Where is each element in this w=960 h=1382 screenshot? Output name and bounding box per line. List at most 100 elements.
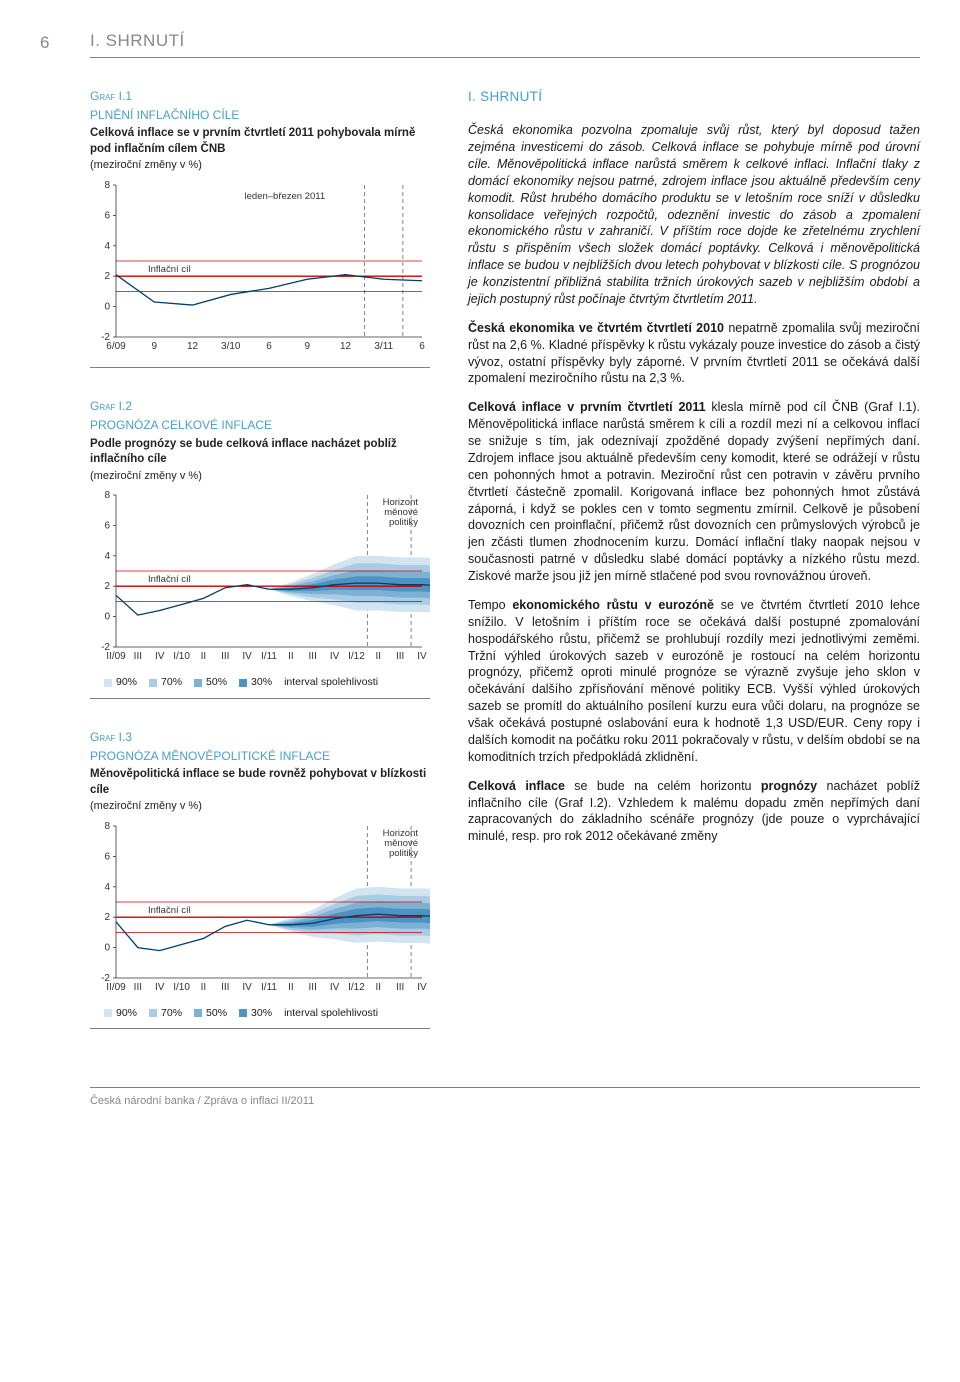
chart-2-sub2: (meziroční změny v %) [90,469,430,484]
page-number: 6 [40,32,49,55]
svg-text:III: III [396,651,404,662]
svg-text:II: II [288,982,294,993]
svg-text:4: 4 [104,551,110,562]
chart-1-label: Graf I.1 [90,88,430,104]
svg-text:Inflační cíl: Inflační cíl [148,905,191,916]
svg-text:6/09: 6/09 [106,341,126,352]
chart-3-label: Graf I.3 [90,729,430,745]
svg-text:I/12: I/12 [348,651,365,662]
legend-swatch [194,1009,202,1017]
legend-swatch [194,679,202,687]
legend-label: 90% [116,675,137,689]
svg-text:4: 4 [104,882,110,893]
legend-item: 90% [104,675,137,689]
svg-text:3/10: 3/10 [221,341,241,352]
para-1: Česká ekonomika pozvolna zpomaluje svůj … [468,122,920,308]
legend-tail: interval spolehlivosti [284,1006,378,1020]
chart-3-sub: Měnověpolitická inflace se bude rovněž p… [90,767,430,798]
svg-text:8: 8 [104,490,110,501]
chart-3-block: Graf I.3 PROGNÓZA MĚNOVĚPOLITICKÉ INFLAC… [90,729,430,1029]
left-column: Graf I.1 PLNĚNÍ INFLAČNÍHO CÍLE Celková … [90,88,430,1059]
svg-text:4: 4 [104,241,110,252]
right-column: I. SHRNUTÍ Česká ekonomika pozvolna zpom… [468,88,920,1059]
svg-text:politiky: politiky [389,517,418,528]
chart-3-sub2: (meziroční změny v %) [90,799,430,814]
svg-text:0: 0 [104,612,110,623]
svg-text:0: 0 [104,302,110,313]
svg-text:II: II [288,651,294,662]
legend-item: 50% [194,1006,227,1020]
svg-text:II/09: II/09 [106,982,126,993]
chart-1-title: PLNĚNÍ INFLAČNÍHO CÍLE [90,107,430,123]
para-4: Tempo ekonomického růstu v eurozóně se v… [468,597,920,766]
legend-label: 30% [251,675,272,689]
svg-text:I/12: I/12 [348,982,365,993]
para-2: Česká ekonomika ve čtvrtém čtvrtletí 201… [468,320,920,388]
chart-3-legend: 90% 70% 50% 30% interval spolehlivosti [90,1006,430,1020]
svg-text:12: 12 [340,341,352,352]
svg-text:9: 9 [304,341,310,352]
svg-text:IV: IV [155,982,165,993]
svg-text:IV: IV [242,982,252,993]
para-5: Celková inflace se bude na celém horizon… [468,778,920,846]
chart-2-svg: -202468II/09IIIIVI/10IIIIIIVI/11IIIIIIVI… [90,489,430,669]
svg-text:III: III [221,651,229,662]
chart-2-sub: Podle prognózy se bude celková inflace n… [90,437,430,468]
legend-label: 30% [251,1006,272,1020]
chart-1-svg: -2024686/099123/1069123/116Inflační cíll… [90,179,430,359]
legend-swatch [149,679,157,687]
svg-text:I/10: I/10 [173,982,190,993]
legend-tail: interval spolehlivosti [284,675,378,689]
svg-text:II/09: II/09 [106,651,126,662]
svg-text:8: 8 [104,821,110,832]
svg-text:IV: IV [417,982,427,993]
chart-1-sub2: (meziroční změny v %) [90,158,430,173]
svg-text:6: 6 [104,851,110,862]
svg-text:3/11: 3/11 [374,341,393,352]
svg-text:8: 8 [104,180,110,191]
svg-text:IV: IV [330,651,340,662]
svg-text:IV: IV [417,651,427,662]
para-3: Celková inflace v prvním čtvrtletí 2011 … [468,399,920,585]
legend-item: 70% [149,1006,182,1020]
legend-item: 50% [194,675,227,689]
chart-3-title: PROGNÓZA MĚNOVĚPOLITICKÉ INFLACE [90,748,430,764]
svg-text:III: III [309,651,317,662]
legend-label: 70% [161,1006,182,1020]
svg-text:I/10: I/10 [173,651,190,662]
svg-text:Inflační cíl: Inflační cíl [148,264,191,275]
legend-item: 70% [149,675,182,689]
legend-label: 50% [206,1006,227,1020]
svg-text:Inflační cíl: Inflační cíl [148,575,191,586]
svg-text:politiky: politiky [389,848,418,859]
svg-text:III: III [396,982,404,993]
page-header: 6 I. SHRNUTÍ [90,30,920,58]
svg-text:12: 12 [187,341,199,352]
svg-text:2: 2 [104,912,110,923]
svg-text:IV: IV [330,982,340,993]
legend-label: 70% [161,675,182,689]
svg-text:III: III [134,982,142,993]
legend-item: 30% [239,675,272,689]
svg-text:6: 6 [104,211,110,222]
chart-1-sub: Celková inflace se v prvním čtvrtletí 20… [90,126,430,157]
svg-text:leden–březen 2011: leden–březen 2011 [245,191,326,202]
legend-label: 50% [206,675,227,689]
svg-text:II: II [376,651,382,662]
svg-text:0: 0 [104,942,110,953]
svg-text:6: 6 [104,521,110,532]
chart-2-title: PROGNÓZA CELKOVÉ INFLACE [90,417,430,433]
chart-2-legend: 90% 70% 50% 30% interval spolehlivosti [90,675,430,689]
summary-heading: I. SHRNUTÍ [468,88,920,106]
svg-text:I/11: I/11 [261,982,277,993]
legend-swatch [104,679,112,687]
svg-text:III: III [309,982,317,993]
svg-text:9: 9 [151,341,157,352]
svg-text:III: III [221,982,229,993]
legend-label: 90% [116,1006,137,1020]
svg-text:II: II [201,651,207,662]
svg-text:IV: IV [242,651,252,662]
chart-3-svg: -202468II/09IIIIVI/10IIIIIIVI/11IIIIIIVI… [90,820,430,1000]
svg-text:2: 2 [104,271,110,282]
svg-text:6: 6 [266,341,272,352]
